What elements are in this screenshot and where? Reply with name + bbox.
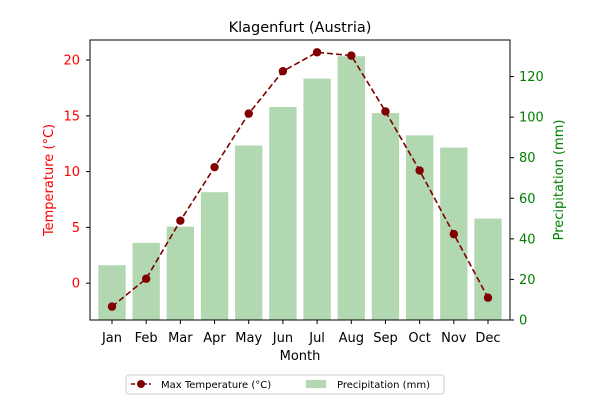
x-tick-label-mar: Mar <box>168 331 193 346</box>
x-tick-label-aug: Aug <box>339 331 364 346</box>
right-tick-label: 40 <box>519 232 536 247</box>
x-tick-label-jun: Jun <box>272 331 293 346</box>
right-tick-label: 0 <box>519 314 527 329</box>
right-y-axis: 0 20 40 60 80 100 120 <box>510 70 544 328</box>
right-tick-label: 60 <box>519 192 536 207</box>
legend-bar-swatch <box>306 380 326 388</box>
x-tick-label-oct: Oct <box>408 331 430 346</box>
x-tick-label-feb: Feb <box>135 331 158 346</box>
precipitation-bar-mar <box>167 227 194 320</box>
temperature-point-sep <box>381 107 389 115</box>
x-tick-label-jan: Jan <box>101 331 122 346</box>
temperature-point-feb <box>142 275 150 283</box>
x-tick-label-nov: Nov <box>441 331 467 346</box>
x-tick-label-apr: Apr <box>203 331 226 346</box>
x-axis-label: Month <box>280 349 321 364</box>
temperature-point-apr <box>210 163 218 171</box>
precipitation-bars <box>98 56 501 320</box>
x-tick-label-jul: Jul <box>308 331 325 346</box>
right-tick-label: 20 <box>519 273 536 288</box>
x-tick-label-dec: Dec <box>475 331 500 346</box>
precipitation-bar-dec <box>474 219 501 320</box>
left-y-axis: 0 5 10 15 20 <box>63 54 90 292</box>
temperature-point-may <box>245 109 253 117</box>
temperature-point-jul <box>313 48 321 56</box>
precipitation-bar-oct <box>406 135 433 320</box>
temperature-point-aug <box>347 51 355 59</box>
right-tick-label: 80 <box>519 151 536 166</box>
left-tick-label: 0 <box>72 277 80 292</box>
legend: Max Temperature (°C) Precipitation (mm) <box>126 375 444 394</box>
left-tick-label: 20 <box>63 54 80 69</box>
legend-label-precipitation: Precipitation (mm) <box>337 380 430 391</box>
legend-marker-swatch <box>137 380 145 388</box>
left-tick-label: 10 <box>63 165 80 180</box>
temperature-point-jun <box>279 67 287 75</box>
temperature-line-layer <box>108 48 492 311</box>
left-tick-label: 5 <box>72 221 80 236</box>
precipitation-bar-may <box>235 146 262 320</box>
right-y-axis-label: Precipitation (mm) <box>552 120 567 241</box>
temperature-point-mar <box>176 217 184 225</box>
precipitation-bar-sep <box>372 113 399 320</box>
temperature-point-dec <box>484 293 492 301</box>
precipitation-bar-jan <box>98 265 125 320</box>
chart-title: Klagenfurt (Austria) <box>229 20 372 36</box>
precipitation-bar-apr <box>201 192 228 320</box>
precipitation-bar-aug <box>338 56 365 320</box>
legend-label-temperature: Max Temperature (°C) <box>161 380 271 391</box>
x-tick-label-may: May <box>235 331 262 346</box>
left-tick-label: 15 <box>63 109 80 124</box>
temperature-point-oct <box>415 166 423 174</box>
right-tick-label: 100 <box>519 111 544 126</box>
precipitation-bar-jun <box>269 107 296 320</box>
temperature-point-jan <box>108 302 116 310</box>
left-y-axis-label: Temperature (°C) <box>42 124 57 237</box>
x-axis: Jan Feb Mar Apr May Jun Jul Aug Sep Oct Nov Dec <box>101 320 501 346</box>
precipitation-bar-jul <box>303 79 330 320</box>
x-tick-label-sep: Sep <box>373 331 398 346</box>
temperature-point-nov <box>450 230 458 238</box>
right-tick-label: 120 <box>519 70 544 85</box>
